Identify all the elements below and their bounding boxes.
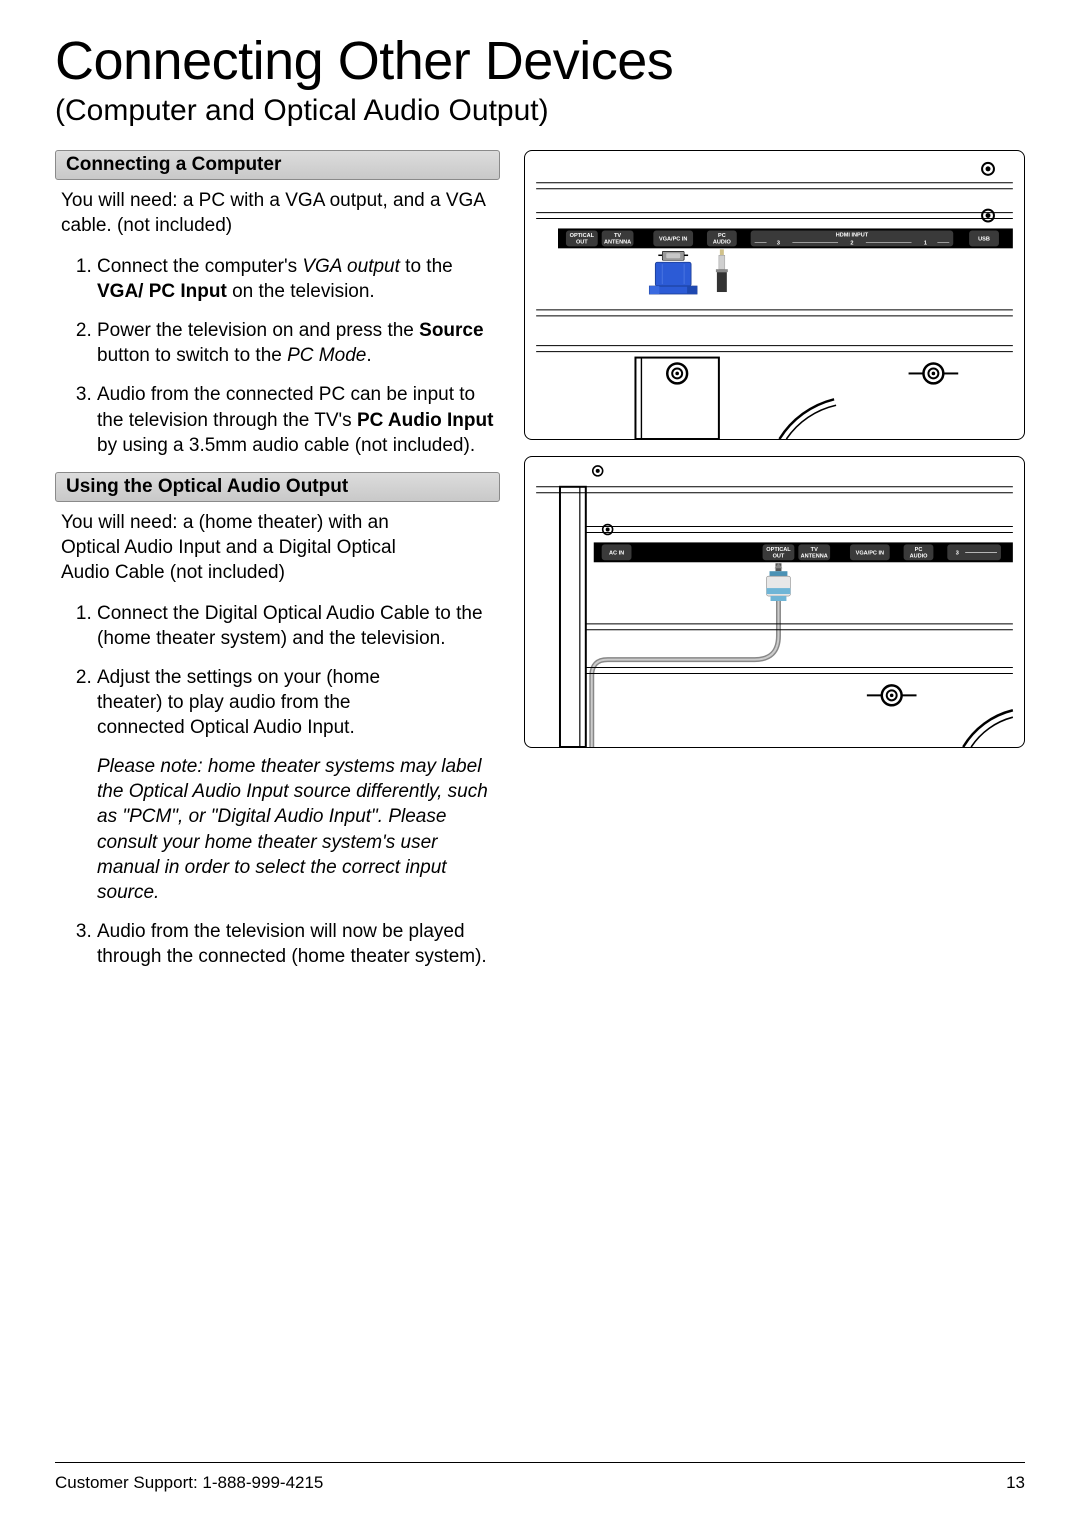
text-bold: PC Audio Input: [357, 410, 494, 431]
section2-step3: Audio from the television will now be pl…: [97, 919, 500, 969]
section1-step2: Power the television on and press the So…: [97, 318, 500, 368]
label-hdmi1: 1: [924, 240, 927, 246]
audio-jack-icon: [716, 249, 728, 292]
section2-intro: You will need: a (home theater) with an …: [55, 510, 415, 601]
page-subtitle: (Computer and Optical Audio Output): [55, 94, 1025, 128]
section2-step2: Adjust the settings on your (home theate…: [97, 665, 500, 905]
label-optical: OPTICAL: [570, 233, 595, 239]
text: by using a 3.5mm audio cable (not includ…: [97, 435, 475, 456]
label-tv2: TV: [811, 547, 818, 553]
section-heading-optical: Using the Optical Audio Output: [55, 472, 500, 502]
section1-step3: Audio from the connected PC can be input…: [97, 382, 500, 457]
text-bold: Source: [419, 320, 483, 341]
diagram-optical-svg: AC IN OPTICAL OUT TV ANTENNA VGA/PC IN P…: [525, 457, 1024, 747]
label-ac: AC IN: [609, 550, 624, 556]
text-bold: VGA/ PC Input: [97, 281, 227, 302]
section2-note: Please note: home theater systems may la…: [97, 754, 492, 904]
label-optical2: OPTICAL: [766, 547, 791, 553]
section-heading-computer: Connecting a Computer: [55, 150, 500, 180]
vga-connector-icon: [649, 251, 697, 294]
section2-step1: Connect the Digital Optical Audio Cable …: [97, 601, 500, 651]
diagram-vga-connection: OPTICAL OUT TV ANTENNA VGA/PC IN PC AUDI…: [524, 150, 1025, 440]
text: Adjust the settings on your (home theate…: [97, 665, 427, 740]
text: to the: [400, 256, 453, 277]
text-em: PC Mode: [287, 345, 366, 366]
label-hdmi3: 3: [777, 240, 780, 246]
label-vga2: VGA/PC IN: [856, 550, 884, 556]
label-3: 3: [956, 550, 959, 556]
label-vga: VGA/PC IN: [659, 236, 687, 242]
diagram-vga-svg: OPTICAL OUT TV ANTENNA VGA/PC IN PC AUDI…: [525, 151, 1024, 439]
label-antenna: ANTENNA: [604, 239, 631, 245]
label-hdmi: HDMI INPUT: [836, 232, 869, 238]
footer-rule: [55, 1462, 1025, 1463]
footer-support: Customer Support: 1-888-999-4215: [55, 1473, 323, 1493]
text: button to switch to the: [97, 345, 287, 366]
label-audio: AUDIO: [713, 239, 732, 245]
label-pc2: PC: [915, 547, 923, 553]
section1-step1: Connect the computer's VGA output to the…: [97, 254, 500, 304]
label-ant2: ANTENNA: [801, 553, 828, 559]
text: on the television.: [227, 281, 375, 302]
section2-steps: Connect the Digital Optical Audio Cable …: [55, 601, 500, 969]
optical-connector-icon: [592, 563, 791, 747]
text: Connect the computer's: [97, 256, 302, 277]
page-title: Connecting Other Devices: [55, 30, 1025, 92]
section1-steps: Connect the computer's VGA output to the…: [55, 254, 500, 458]
diagram-optical-connection: AC IN OPTICAL OUT TV ANTENNA VGA/PC IN P…: [524, 456, 1025, 748]
section1-intro: You will need: a PC with a VGA output, a…: [55, 188, 500, 254]
text: Power the television on and press the: [97, 320, 419, 341]
text-em: VGA output: [302, 256, 400, 277]
label-hdmi2: 2: [850, 240, 853, 246]
footer-page-number: 13: [1006, 1473, 1025, 1493]
label-tv: TV: [614, 233, 621, 239]
label-out2: OUT: [773, 553, 785, 559]
label-out: OUT: [576, 239, 588, 245]
text: .: [366, 345, 371, 366]
label-pc: PC: [718, 233, 726, 239]
label-audio2: AUDIO: [910, 553, 929, 559]
label-usb: USB: [978, 236, 990, 242]
